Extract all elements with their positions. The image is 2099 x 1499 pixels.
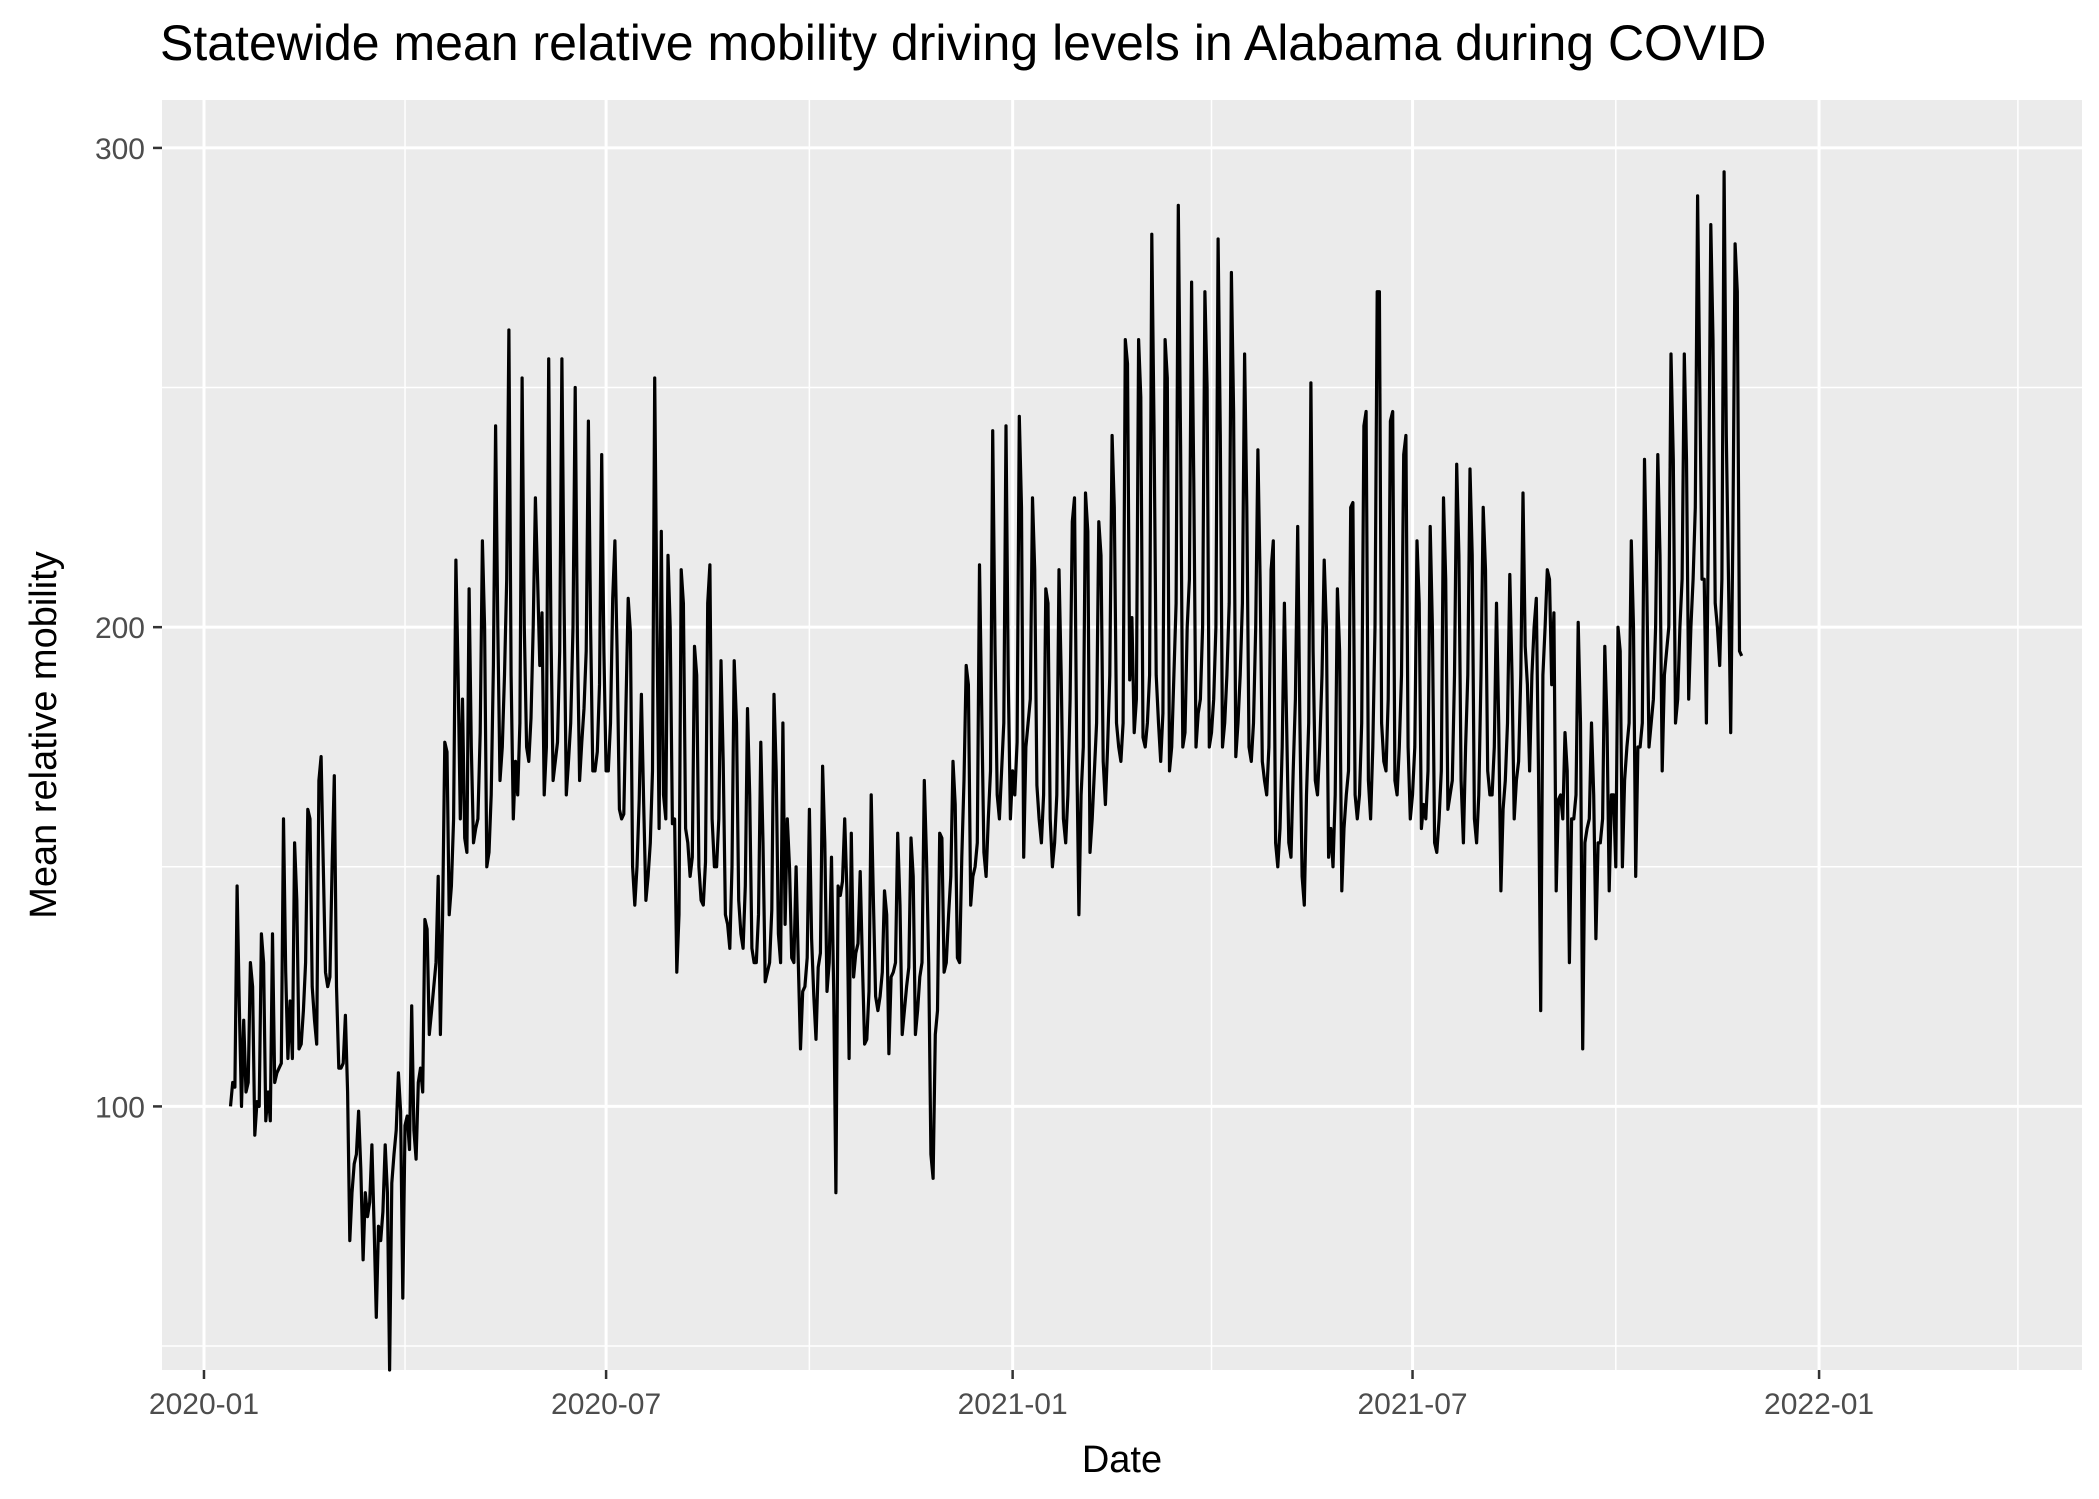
x-axis-title: Date — [1082, 1439, 1162, 1481]
y-tick-label: 200 — [95, 612, 145, 645]
x-tick-label: 2021-07 — [1357, 1388, 1467, 1421]
major-gridlines — [162, 100, 2082, 1370]
y-tick-label: 300 — [95, 133, 145, 166]
series-layer — [228, 170, 1744, 1372]
y-axis: 100 200 300 — [95, 133, 162, 1124]
y-axis-title: Mean relative mobility — [23, 551, 65, 918]
x-tick-label: 2022-01 — [1764, 1388, 1874, 1421]
x-tick-label: 2021-01 — [958, 1388, 1068, 1421]
x-tick-label: 2020-07 — [551, 1388, 661, 1421]
x-axis: 2020-01 2020-07 2021-01 2021-07 2022-01 — [149, 1370, 1874, 1421]
x-tick-label: 2020-01 — [149, 1388, 259, 1421]
y-tick-label: 100 — [95, 1091, 145, 1124]
chart-title: Statewide mean relative mobility driving… — [160, 15, 1767, 71]
series-line — [228, 170, 1744, 1372]
